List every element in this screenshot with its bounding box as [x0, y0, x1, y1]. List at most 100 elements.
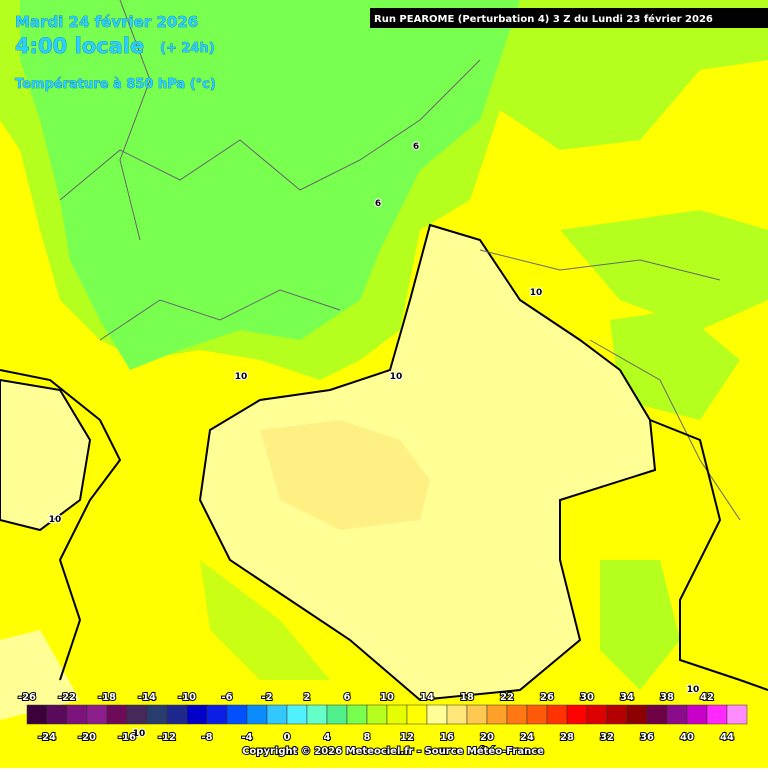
legend-swatch — [146, 704, 168, 725]
legend-swatch — [226, 704, 248, 725]
legend-swatch — [86, 704, 108, 725]
legend-label: -22 — [58, 692, 76, 703]
warmer-patch — [260, 420, 430, 530]
lead: (+ 24h) — [160, 41, 215, 56]
legend-label: 40 — [680, 732, 694, 743]
legend-label: -26 — [18, 692, 36, 703]
parameter: Température à 850 hPa (°c) — [15, 77, 216, 92]
legend-label: 42 — [700, 692, 714, 703]
legend-label: 18 — [460, 692, 474, 703]
legend-swatch — [666, 704, 688, 725]
legend-swatch — [286, 704, 308, 725]
legend-label: 6 — [344, 692, 351, 703]
legend-swatch — [466, 704, 488, 725]
legend-label: 2 — [304, 692, 311, 703]
contour-label: 10 — [133, 729, 146, 739]
legend-label: 22 — [500, 692, 514, 703]
legend-label: -10 — [178, 692, 196, 703]
legend-label: -18 — [98, 692, 116, 703]
contour-label: 10 — [235, 372, 248, 382]
legend-label: -8 — [201, 732, 212, 743]
mild-zone — [610, 310, 740, 420]
legend-label: 34 — [620, 692, 634, 703]
legend-swatch — [406, 704, 428, 725]
run-banner — [370, 8, 768, 28]
legend-label: 28 — [560, 732, 574, 743]
legend-label: -16 — [118, 732, 136, 743]
contour-labels: 6 6 10 10 10 10 10 10 — [48, 141, 701, 740]
legend-swatch — [206, 704, 228, 725]
legend-swatch — [546, 704, 568, 725]
legend-swatch — [346, 704, 368, 725]
mild-zone — [600, 560, 680, 690]
legend-swatch — [386, 704, 408, 725]
legend-label: -14 — [138, 692, 156, 703]
contour-label: 10 — [49, 515, 62, 525]
legend-label: 12 — [400, 732, 414, 743]
legend-label: -6 — [221, 692, 232, 703]
legend-swatch — [566, 704, 588, 725]
legend-swatch — [326, 704, 348, 725]
legend-label: 36 — [640, 732, 654, 743]
warm-region — [198, 223, 657, 702]
legend-swatch — [446, 704, 468, 725]
legend-swatch — [626, 704, 648, 725]
legend-label: 4 — [324, 732, 331, 743]
legend-swatch — [586, 704, 608, 725]
legend-swatch — [306, 704, 328, 725]
legend-swatch — [646, 704, 668, 725]
legend-swatch — [686, 704, 708, 725]
legend-swatch — [26, 704, 48, 725]
contour-label: 10 — [530, 288, 543, 298]
legend-label: -24 — [38, 732, 56, 743]
legend-swatch — [66, 704, 88, 725]
legend-label: 14 — [420, 692, 434, 703]
legend-label: 32 — [600, 732, 614, 743]
legend-label: 44 — [720, 732, 734, 743]
legend-swatch — [506, 704, 528, 725]
legend-label: -2 — [261, 692, 272, 703]
borders — [59, 0, 741, 521]
legend-label: -20 — [78, 732, 96, 743]
coastline — [0, 369, 768, 691]
legend-swatch — [106, 704, 128, 725]
contour-label: 6 — [375, 199, 381, 209]
legend-label: 16 — [440, 732, 454, 743]
run-info: Run PEAROME (Perturbation 4) 3 Z du Lund… — [374, 13, 713, 25]
legend-swatch — [126, 704, 148, 725]
legend-swatch — [606, 704, 628, 725]
legend-swatch — [726, 704, 748, 725]
contour-label: 10 — [687, 685, 700, 695]
legend-swatch — [366, 704, 388, 725]
legend-label: 8 — [364, 732, 371, 743]
mild-zone — [200, 560, 330, 680]
legend-label: 10 — [380, 692, 394, 703]
mild-zone — [560, 210, 768, 330]
legend-label: -12 — [158, 732, 176, 743]
legend-label: 26 — [540, 692, 554, 703]
contour-label: 10 — [390, 372, 403, 382]
legend-swatch — [246, 704, 268, 725]
time: 4:00 locale — [15, 34, 144, 58]
date: Mardi 24 février 2026 — [15, 13, 198, 31]
color-legend: -26-24-22-20-18-16-14-12-10-8-6-4-202468… — [17, 691, 748, 744]
legend-label: 0 — [284, 732, 291, 743]
legend-swatch — [46, 704, 68, 725]
warm-region — [0, 630, 80, 720]
legend-swatch — [426, 704, 448, 725]
warm-region — [0, 378, 92, 532]
legend-swatch — [526, 704, 548, 725]
legend-label: 24 — [520, 732, 534, 743]
copyright: Copyright © 2026 Meteociel.fr - Source M… — [242, 745, 544, 757]
legend-swatch — [706, 704, 728, 725]
legend-label: 38 — [660, 692, 674, 703]
legend-label: 20 — [480, 732, 494, 743]
legend-swatch — [186, 704, 208, 725]
legend-label: 30 — [580, 692, 594, 703]
legend-swatch — [266, 704, 288, 725]
legend-swatch — [166, 704, 188, 725]
legend-swatch — [486, 704, 508, 725]
legend-label: -4 — [241, 732, 252, 743]
contour-label: 6 — [413, 142, 419, 152]
